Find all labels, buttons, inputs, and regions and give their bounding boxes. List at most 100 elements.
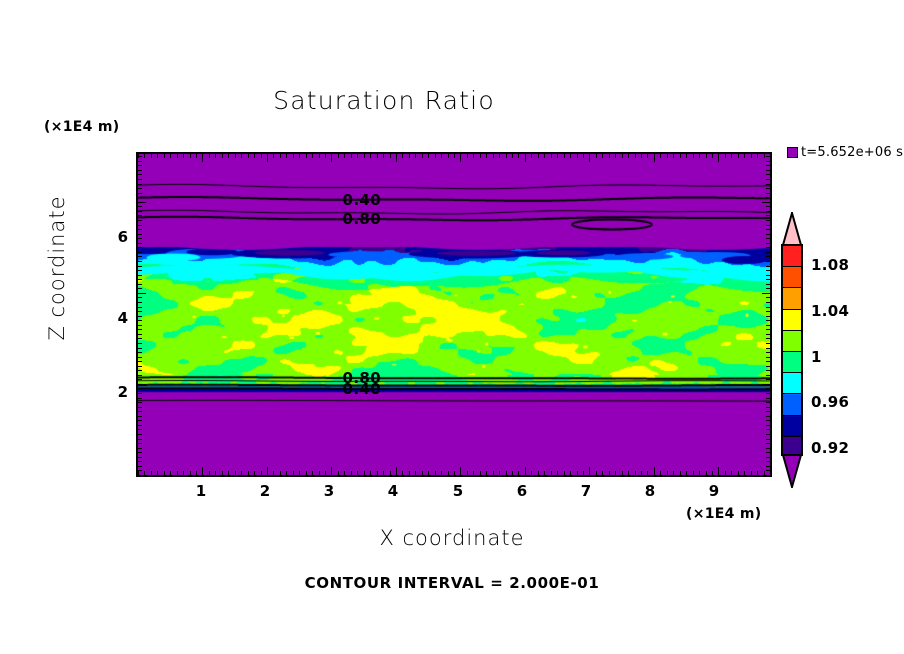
y-tick-left-11 xyxy=(138,424,142,426)
x-tick-bottom-98 xyxy=(770,471,771,476)
x-tick-top-1 xyxy=(144,154,146,158)
x-tick-top-77 xyxy=(634,154,636,158)
y-tick-left-8 xyxy=(138,438,142,440)
x-tick-label-6: 6 xyxy=(516,482,528,500)
y-tick-left-53 xyxy=(138,233,142,235)
x-tick-bottom-39 xyxy=(389,471,391,475)
y-tick-left-63 xyxy=(138,188,142,190)
x-tick-top-71 xyxy=(595,154,597,158)
y-tick-right-23 xyxy=(766,370,770,372)
x-tick-bottom-43 xyxy=(415,471,417,475)
y-tick-right-60 xyxy=(762,201,770,203)
y-tick-right-28 xyxy=(766,347,770,349)
y-tick-right-61 xyxy=(766,197,770,199)
y-tick-right-29 xyxy=(766,342,770,344)
y-tick-right-27 xyxy=(766,352,770,354)
x-tick-bottom-87 xyxy=(699,471,701,475)
y-tick-right-19 xyxy=(766,388,770,390)
y-tick-left-0 xyxy=(137,475,142,476)
y-tick-right-1 xyxy=(766,470,770,472)
x-tick-top-2 xyxy=(150,154,152,158)
y-tick-right-26 xyxy=(766,356,770,358)
x-tick-top-6 xyxy=(176,154,178,158)
y-tick-left-55 xyxy=(138,224,142,226)
colorbar-band-7 xyxy=(783,394,801,416)
y-tick-left-38 xyxy=(138,301,142,303)
y-tick-right-67 xyxy=(766,169,770,171)
x-tick-top-32 xyxy=(344,154,346,158)
x-tick-bottom-34 xyxy=(357,471,359,475)
y-tick-left-58 xyxy=(138,210,142,212)
y-tick-right-33 xyxy=(766,324,770,326)
y-tick-right-68 xyxy=(766,165,770,167)
y-tick-right-44 xyxy=(766,274,770,276)
x-tick-bottom-54 xyxy=(486,471,488,475)
y-tick-right-51 xyxy=(766,242,770,244)
x-tick-label-2: 2 xyxy=(259,482,271,500)
x-tick-bottom-96 xyxy=(757,471,759,475)
x-tick-top-84 xyxy=(679,154,681,158)
x-tick-bottom-20 xyxy=(266,467,268,475)
y-tick-left-13 xyxy=(138,415,142,417)
contour-plot-area[interactable]: 0.40 0.80 0.80 0.40 xyxy=(136,152,772,477)
y-tick-left-33 xyxy=(138,324,142,326)
y-tick-left-9 xyxy=(138,434,142,436)
y-tick-left-28 xyxy=(138,347,142,349)
x-tick-top-42 xyxy=(408,154,410,158)
y-tick-label-6: 6 xyxy=(117,228,128,246)
x-tick-top-86 xyxy=(692,154,694,158)
y-tick-left-66 xyxy=(138,174,142,176)
x-tick-bottom-62 xyxy=(537,471,539,475)
x-tick-top-15 xyxy=(234,154,236,158)
x-tick-top-78 xyxy=(641,154,643,158)
x-tick-bottom-23 xyxy=(286,471,288,475)
x-tick-top-30 xyxy=(331,154,333,162)
x-tick-bottom-66 xyxy=(563,471,565,475)
x-tick-top-75 xyxy=(621,154,623,158)
contour-interval-note: CONTOUR INTERVAL = 2.000E-01 xyxy=(304,574,600,592)
x-tick-bottom-67 xyxy=(570,471,572,475)
colorbar[interactable]: 1.08 1.04 1 0.96 0.92 xyxy=(781,212,849,488)
x-tick-top-55 xyxy=(492,154,494,158)
x-tick-bottom-46 xyxy=(434,471,436,475)
x-tick-bottom-68 xyxy=(576,471,578,475)
y-tick-left-41 xyxy=(138,288,142,290)
y-tick-right-36 xyxy=(766,311,770,313)
x-tick-top-39 xyxy=(389,154,391,158)
y-tick-left-16 xyxy=(138,402,142,404)
y-tick-left-54 xyxy=(138,229,142,231)
y-tick-right-69 xyxy=(766,160,770,162)
x-tick-bottom-76 xyxy=(628,471,630,475)
colorbar-band-2 xyxy=(783,288,801,310)
x-tick-bottom-52 xyxy=(473,471,475,475)
y-tick-left-68 xyxy=(138,165,142,167)
x-tick-top-73 xyxy=(608,154,610,158)
x-tick-bottom-30 xyxy=(331,467,333,475)
y-tick-left-3 xyxy=(138,461,142,463)
colorbar-bottom-arrow-icon xyxy=(781,454,803,488)
x-tick-bottom-56 xyxy=(499,471,501,475)
x-tick-top-96 xyxy=(757,154,759,158)
time-annotation: t=5.652e+06 s xyxy=(787,145,903,160)
y-tick-right-39 xyxy=(766,297,770,299)
colorbar-band-1 xyxy=(783,267,801,289)
x-tick-bottom-15 xyxy=(234,471,236,475)
y-tick-right-10 xyxy=(766,429,770,431)
x-tick-top-63 xyxy=(544,154,546,158)
y-tick-right-35 xyxy=(766,315,770,317)
y-tick-right-63 xyxy=(766,188,770,190)
x-tick-top-59 xyxy=(518,154,520,158)
y-tick-left-23 xyxy=(138,370,142,372)
x-tick-bottom-90 xyxy=(718,467,720,475)
x-tick-top-74 xyxy=(615,154,617,158)
x-tick-top-25 xyxy=(299,154,301,158)
x-tick-top-50 xyxy=(460,154,462,162)
x-tick-bottom-16 xyxy=(241,471,243,475)
x-tick-bottom-22 xyxy=(279,471,281,475)
y-tick-right-20 xyxy=(762,383,770,385)
x-tick-bottom-33 xyxy=(350,471,352,475)
y-tick-left-19 xyxy=(138,388,142,390)
y-tick-left-37 xyxy=(138,306,142,308)
x-tick-top-89 xyxy=(711,154,713,158)
colorbar-band-6 xyxy=(783,373,801,395)
